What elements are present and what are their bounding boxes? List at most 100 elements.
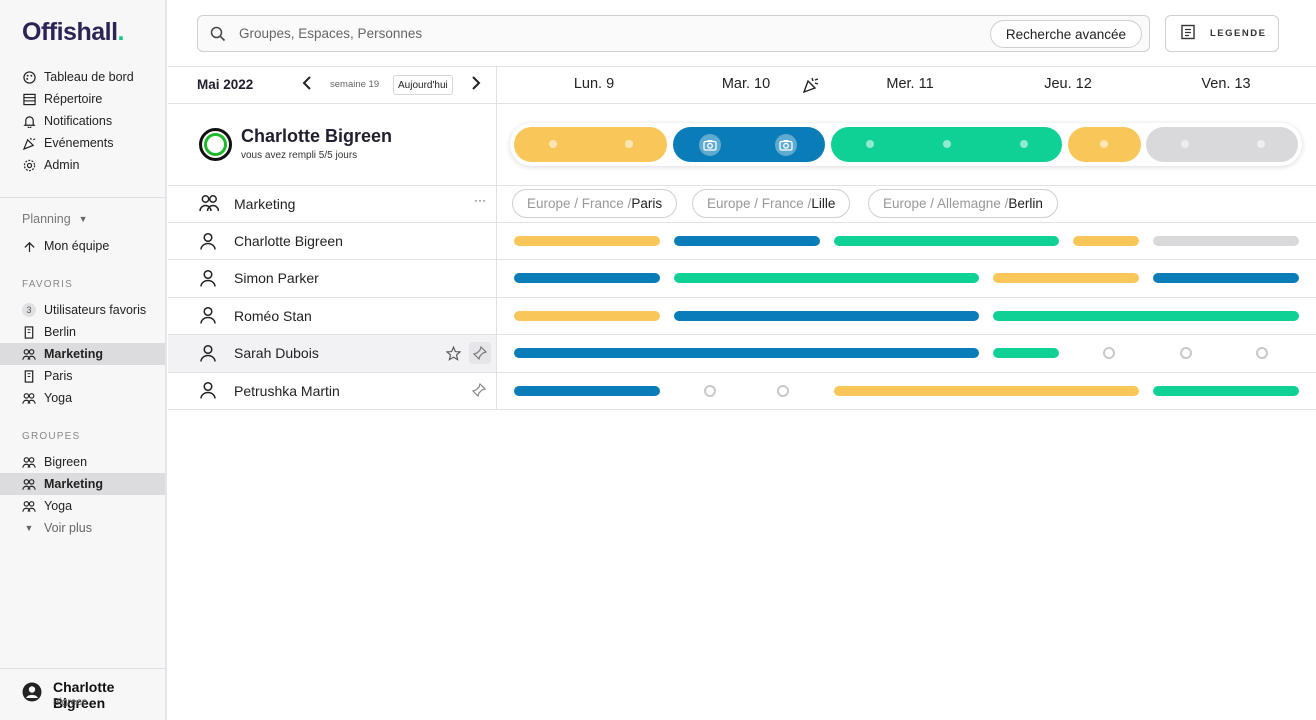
person-icon: [199, 269, 217, 292]
presence-bar[interactable]: [1073, 236, 1139, 246]
fav-berlin[interactable]: Berlin: [0, 321, 165, 343]
location-chip[interactable]: Europe / France / Lille: [692, 189, 851, 218]
day-header: Lun. 9: [573, 76, 615, 92]
nav-label: Marketing: [44, 477, 104, 491]
fav-yoga[interactable]: Yoga: [0, 387, 165, 409]
presence-bar[interactable]: [993, 273, 1139, 283]
presence-bar[interactable]: [514, 273, 660, 283]
legend-button[interactable]: LEGENDE: [1165, 15, 1279, 52]
presence-bar[interactable]: [993, 311, 1299, 321]
group-icon: [199, 194, 220, 217]
day-pill-tuesday[interactable]: [673, 127, 825, 162]
camera-icon[interactable]: [699, 134, 721, 156]
nav-label: Marketing: [44, 347, 104, 361]
empty-slot[interactable]: [777, 385, 789, 397]
empty-slot[interactable]: [1103, 347, 1115, 359]
slot-dot[interactable]: [625, 140, 633, 148]
presence-bar[interactable]: [514, 236, 660, 246]
slot-dot[interactable]: [1020, 140, 1028, 148]
group-icon: [22, 455, 36, 469]
group-yoga[interactable]: Yoga: [0, 495, 165, 517]
presence-bar[interactable]: [1153, 273, 1299, 283]
slot-dot[interactable]: [866, 140, 874, 148]
day-header: Jeu. 12: [1044, 76, 1092, 92]
pin-icon[interactable]: [469, 342, 491, 364]
member-name[interactable]: Simon Parker: [234, 270, 319, 286]
day-pill-friday[interactable]: [1146, 127, 1298, 162]
day-pill-monday[interactable]: [514, 127, 667, 162]
star-icon[interactable]: [445, 345, 462, 366]
nav-events[interactable]: Evénements: [0, 132, 165, 154]
nav-label: Yoga: [44, 391, 73, 405]
presence-bar[interactable]: [1153, 386, 1299, 396]
slot-dot[interactable]: [1181, 140, 1189, 148]
group-bigreen[interactable]: Bigreen: [0, 451, 165, 473]
nav-my-team[interactable]: Mon équipe: [0, 235, 165, 257]
member-name[interactable]: Sarah Dubois: [234, 345, 319, 361]
current-user[interactable]: Charlotte Bigreen Bigreen: [0, 668, 165, 720]
fav-marketing[interactable]: Marketing: [0, 343, 165, 365]
day-header: Mer. 11: [886, 76, 934, 92]
location-chip[interactable]: Europe / France / Paris: [512, 189, 678, 218]
see-more-button[interactable]: ▼ Voir plus: [0, 517, 165, 539]
presence-bar[interactable]: [993, 348, 1059, 358]
caret-down-icon: ▼: [24, 523, 34, 533]
nav-label: Evénements: [44, 136, 114, 150]
member-name[interactable]: Roméo Stan: [234, 308, 312, 324]
app-logo[interactable]: Offishall.: [22, 18, 125, 46]
advanced-search-button[interactable]: Recherche avancée: [989, 20, 1142, 48]
nav-dashboard[interactable]: Tableau de bord: [0, 66, 165, 88]
building-icon: [22, 325, 36, 339]
count-badge: 3: [22, 303, 36, 317]
favorites-title: FAVORIS: [22, 279, 74, 290]
location-chip[interactable]: Europe / Allemagne / Berlin: [868, 189, 1058, 218]
prev-week-arrow-icon[interactable]: [302, 76, 312, 94]
member-name[interactable]: Petrushka Martin: [234, 383, 340, 399]
nav-label: Paris: [44, 369, 73, 383]
nav-notifications[interactable]: Notifications: [0, 110, 165, 132]
presence-bar[interactable]: [674, 236, 820, 246]
presence-bar[interactable]: [834, 386, 1139, 396]
planning-dropdown[interactable]: Planning ▼: [22, 212, 88, 226]
day-pill-wednesday[interactable]: [831, 127, 1062, 162]
presence-bar[interactable]: [514, 311, 660, 321]
group-icon: [22, 499, 36, 513]
divider: [168, 185, 1316, 186]
next-week-arrow-icon[interactable]: [471, 76, 481, 94]
presence-bar[interactable]: [514, 386, 660, 396]
presence-bar[interactable]: [834, 236, 1059, 246]
more-options-button[interactable]: ···: [474, 193, 486, 207]
account-circle-icon: [22, 682, 42, 702]
person-icon: [199, 232, 217, 255]
empty-slot[interactable]: [1256, 347, 1268, 359]
search-bar[interactable]: Groupes, Espaces, Personnes Recherche av…: [197, 15, 1150, 52]
fav-users[interactable]: 3 Utilisateurs favoris: [0, 299, 165, 321]
slot-dot[interactable]: [549, 140, 557, 148]
camera-icon[interactable]: [775, 134, 797, 156]
empty-slot[interactable]: [704, 385, 716, 397]
fav-paris[interactable]: Paris: [0, 365, 165, 387]
user-org: Bigreen: [53, 697, 88, 708]
divider: [168, 409, 1316, 410]
person-icon: [199, 306, 217, 329]
search-input[interactable]: Groupes, Espaces, Personnes: [239, 26, 423, 41]
presence-bar[interactable]: [514, 348, 979, 358]
pin-icon[interactable]: [471, 382, 487, 402]
nav-directory[interactable]: Répertoire: [0, 88, 165, 110]
slot-dot[interactable]: [1100, 140, 1108, 148]
nav-label: Bigreen: [44, 455, 88, 469]
slot-dot[interactable]: [943, 140, 951, 148]
presence-bar[interactable]: [1153, 236, 1299, 246]
empty-slot[interactable]: [1180, 347, 1192, 359]
presence-bar[interactable]: [674, 273, 979, 283]
profile-name: Charlotte Bigreen: [241, 126, 393, 146]
user-name: Charlotte Bigreen: [53, 679, 115, 711]
day-header: Mar. 10: [721, 76, 771, 92]
member-name[interactable]: Charlotte Bigreen: [234, 233, 343, 249]
day-pill-thursday[interactable]: [1068, 127, 1141, 162]
slot-dot[interactable]: [1257, 140, 1265, 148]
today-button[interactable]: Aujourd'hui: [393, 75, 453, 95]
nav-admin[interactable]: Admin: [0, 154, 165, 176]
group-marketing[interactable]: Marketing: [0, 473, 165, 495]
presence-bar[interactable]: [674, 311, 979, 321]
